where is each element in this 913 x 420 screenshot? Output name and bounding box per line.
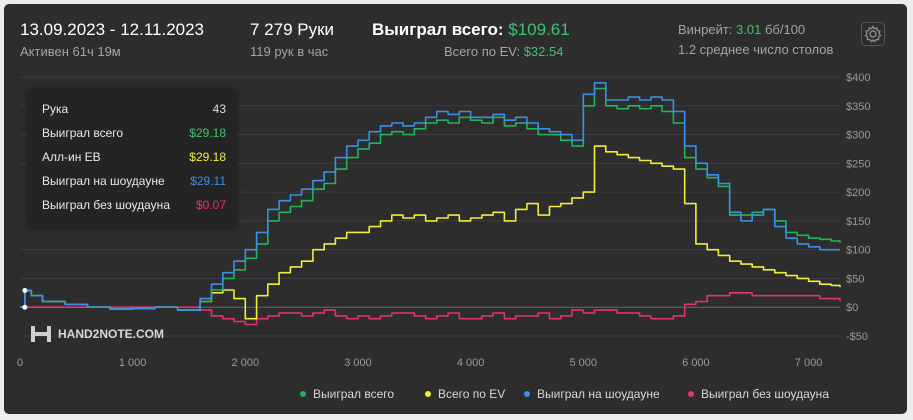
tooltip-row-showdown: Выиграл на шоудауне $29.11	[42, 174, 226, 194]
won-total-value: $109.61	[508, 20, 570, 39]
ev-total-label: Всего по EV:	[444, 44, 521, 59]
legend-item-ev-total[interactable]: Всего по EV	[425, 387, 505, 401]
tooltip-row-allin-ev: Алл-ин EB $29.18	[42, 150, 226, 170]
tooltip-row-no-showdown: Выиграл без шоудауна $0.07	[42, 198, 226, 218]
series-line	[20, 82, 840, 311]
ev-total-value: $32.54	[523, 44, 564, 59]
legend-label: Выиграл без шоудауна	[701, 387, 829, 401]
watermark-text: HAND2NOTE.COM	[58, 327, 165, 341]
chart-legend: Выиграл всего Всего по EV Выиграл на шоу…	[300, 387, 860, 405]
y-tick-label: $350	[846, 101, 870, 113]
y-tick-label: $100	[846, 245, 870, 257]
tooltip-row-won-total: Выиграл всего $29.18	[42, 126, 226, 146]
y-tick-label: $50	[846, 273, 864, 285]
ev-total: Всего по EV: $32.54	[444, 44, 563, 59]
hands-per-hour: 119 рук в час	[250, 44, 329, 59]
x-tick-label: 2 000	[232, 357, 260, 369]
tooltip-value: $29.11	[190, 174, 226, 188]
hand-tooltip: Рука 43 Выиграл всего $29.18 Алл-ин EB $…	[28, 90, 236, 228]
winrate-value: 3.01	[736, 22, 762, 37]
tooltip-value: $29.18	[189, 150, 226, 164]
y-tick-label: $0	[846, 302, 858, 314]
tooltip-value: $0.07	[195, 198, 226, 212]
series-line	[20, 145, 841, 320]
x-tick-label: 7 000	[795, 357, 823, 369]
x-tick-label: 3 000	[344, 357, 372, 369]
tooltip-label: Алл-ин EB	[42, 150, 101, 164]
tooltip-label: Выиграл без шоудауна	[42, 198, 170, 212]
legend-label: Всего по EV	[438, 387, 506, 401]
legend-item-showdown[interactable]: Выиграл на шоудауне	[524, 387, 660, 401]
hover-point	[22, 304, 28, 310]
hand2note-logo-icon	[31, 326, 51, 342]
y-tick-label: -$50	[846, 331, 868, 343]
y-tick-label: $400	[846, 72, 870, 84]
won-total-label: Выиграл всего:	[372, 20, 504, 39]
gear-icon	[864, 25, 882, 43]
series-line	[20, 292, 841, 326]
tooltip-row-hand: Рука 43	[42, 102, 226, 122]
x-tick-label: 4 000	[457, 357, 485, 369]
tooltip-value: 43	[212, 102, 226, 116]
y-tick-label: $150	[846, 216, 870, 228]
date-range: 13.09.2023 - 12.11.2023	[20, 20, 205, 39]
tooltip-value: $29.18	[189, 126, 226, 140]
legend-label: Выиграл на шоудауне	[537, 387, 660, 401]
tooltip-label: Выиграл на шоудауне	[42, 174, 165, 188]
y-tick-label: $250	[846, 158, 870, 170]
tooltip-label: Рука	[42, 102, 69, 116]
settings-button[interactable]	[861, 22, 885, 46]
winrate-label: Винрейт:	[678, 22, 733, 37]
legend-item-no-showdown[interactable]: Выиграл без шоудауна	[688, 387, 829, 401]
hover-point	[22, 288, 28, 294]
tooltip-label: Выиграл всего	[42, 126, 124, 140]
hands-count: 7 279 Руки	[250, 20, 335, 39]
x-tick-label: 6 000	[682, 357, 710, 369]
legend-dot	[300, 390, 306, 397]
legend-dot	[688, 390, 694, 397]
x-tick-label: 1 000	[119, 357, 147, 369]
won-total: Выиграл всего: $109.61	[372, 20, 570, 40]
legend-label: Выиграл всего	[313, 387, 395, 401]
legend-dot	[425, 390, 431, 397]
winrate: Винрейт: 3.01 бб/100	[678, 22, 805, 37]
y-tick-label: $200	[846, 187, 870, 199]
active-time: Активен 61ч 19м	[20, 44, 121, 59]
y-tick-label: $300	[846, 130, 870, 142]
winrate-unit: бб/100	[764, 22, 806, 37]
legend-dot	[524, 390, 530, 397]
x-tick-label: 5 000	[569, 357, 597, 369]
x-tick-label: 0	[17, 357, 23, 369]
avg-tables: 1.2 среднее число столов	[678, 42, 834, 57]
legend-item-won-total[interactable]: Выиграл всего	[300, 387, 394, 401]
